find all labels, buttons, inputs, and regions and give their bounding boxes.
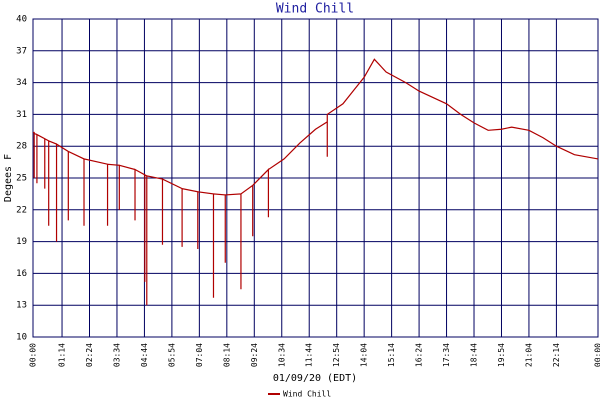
x-tick-label: 03:34	[112, 343, 121, 367]
x-tick-label: 22:14	[552, 343, 561, 367]
x-tick-label: 02:24	[85, 343, 94, 367]
y-tick-label: 22	[16, 205, 27, 215]
x-tick-label: 10:34	[277, 343, 286, 367]
y-tick-label: 28	[16, 142, 27, 152]
x-tick-label: 01:14	[58, 343, 67, 367]
y-tick-label: 40	[16, 15, 27, 25]
x-tick-label: 21:04	[524, 343, 533, 367]
x-tick-label: 05:54	[167, 343, 176, 367]
x-tick-label: 09:24	[250, 343, 259, 367]
data-line	[33, 58, 599, 306]
legend-label: Wind Chill	[283, 390, 331, 399]
y-tick-label: 16	[16, 269, 27, 279]
x-tick-label: 15:14	[387, 343, 396, 367]
x-tick-label: 08:14	[222, 343, 231, 367]
x-tick-label: 17:34	[442, 343, 451, 367]
x-tick-label: 12:54	[332, 343, 341, 367]
chart-title: Wind Chill	[276, 2, 354, 17]
y-tick-label: 10	[16, 333, 27, 343]
y-tick-label: 31	[16, 110, 27, 120]
y-tick-label: 19	[16, 237, 27, 247]
y-tick-label: 34	[16, 78, 27, 88]
y-tick-label: 37	[16, 46, 27, 56]
x-tick-label: 07:04	[195, 343, 204, 367]
x-tick-label: 19:54	[497, 343, 506, 367]
x-tick-label: 16:24	[415, 343, 424, 367]
x-tick-label: 14:04	[360, 343, 369, 367]
x-tick-label: 00:00	[29, 343, 38, 367]
y-tick-label: 13	[16, 301, 27, 311]
y-tick-label: 25	[16, 174, 27, 184]
y-axis-label: Degees F	[3, 154, 14, 202]
x-tick-label: 04:44	[140, 343, 149, 367]
x-axis-label: 01/09/20 (EDT)	[273, 373, 357, 384]
x-tick-label: 00:00	[594, 343, 600, 367]
x-tick-label: 18:44	[470, 343, 479, 367]
x-tick-label: 11:44	[305, 343, 314, 367]
